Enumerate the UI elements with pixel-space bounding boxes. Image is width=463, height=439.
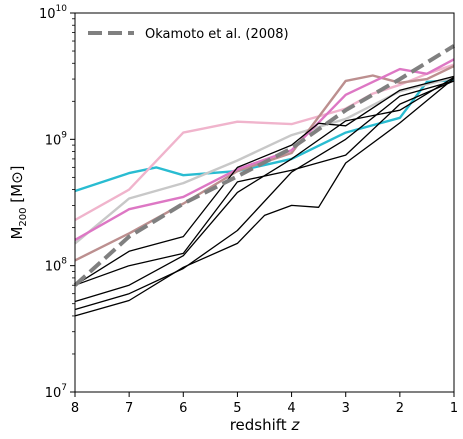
- series-line-7: [74, 76, 455, 303]
- x-tick-label-7: 7: [125, 401, 133, 416]
- series-line-0: [74, 78, 455, 193]
- y-tick-label-8: 108: [45, 257, 68, 275]
- y-tick-label-7: 107: [45, 383, 67, 401]
- y-axis-label: M200 [M⊙]: [8, 165, 29, 239]
- ticks-layer: 8 7 6 5 4 3 2 1 107 108 109 1010: [39, 4, 458, 416]
- x-tick-label-3: 3: [342, 401, 350, 416]
- series-line-9: [74, 77, 455, 317]
- x-tick-label-6: 6: [179, 401, 187, 416]
- reference-line: [73, 44, 456, 287]
- series-layer: [74, 58, 455, 317]
- reference-layer: [73, 44, 456, 287]
- series-line-8: [74, 80, 455, 311]
- y-tick-label-9: 109: [45, 130, 68, 148]
- x-axis-label: redshift z: [230, 416, 301, 434]
- y-tick-label-10: 1010: [39, 4, 67, 22]
- x-tick-label-5: 5: [233, 401, 241, 416]
- series-line-4: [74, 58, 455, 241]
- series-line-6: [74, 80, 455, 286]
- plot-frame: [74, 12, 455, 393]
- x-tick-label-8: 8: [71, 401, 79, 416]
- x-tick-label-2: 2: [396, 401, 404, 416]
- x-tick-label-4: 4: [287, 401, 295, 416]
- legend: Okamoto et al. (2008): [88, 27, 289, 42]
- series-line-5: [74, 75, 455, 286]
- legend-label: Okamoto et al. (2008): [145, 27, 289, 42]
- x-tick-label-1: 1: [450, 401, 458, 416]
